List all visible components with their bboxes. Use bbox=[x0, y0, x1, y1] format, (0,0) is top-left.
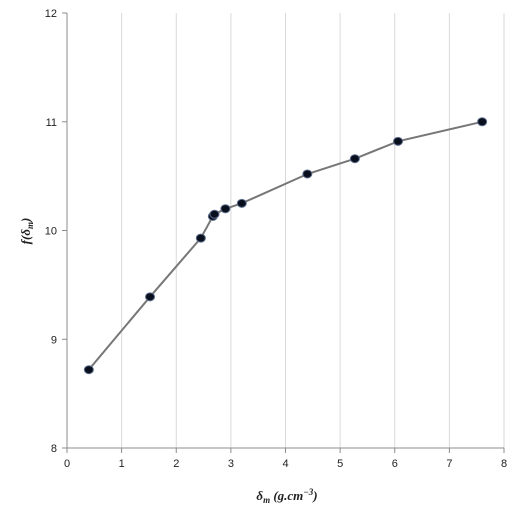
data-point-6 bbox=[236, 198, 247, 208]
x-tick-label-7: 7 bbox=[446, 458, 452, 470]
series-group bbox=[83, 117, 488, 375]
data-point-4 bbox=[209, 209, 220, 219]
axes bbox=[62, 12, 505, 453]
data-point-2 bbox=[195, 233, 206, 243]
x-tick-label-1: 1 bbox=[119, 458, 125, 470]
y-tick-label-10: 10 bbox=[45, 226, 57, 238]
data-point-5 bbox=[220, 204, 231, 214]
grid-lines bbox=[121, 13, 505, 448]
data-point-8 bbox=[349, 154, 360, 164]
x-tick-label-6: 6 bbox=[392, 458, 398, 470]
x-axis-title: δm (g.cm−3) bbox=[256, 487, 317, 505]
y-tick-label-8: 8 bbox=[51, 443, 57, 455]
x-tick-label-2: 2 bbox=[173, 458, 179, 470]
y-tick-label-12: 12 bbox=[45, 8, 57, 20]
data-point-0 bbox=[83, 365, 94, 375]
y-tick-label-11: 11 bbox=[46, 117, 57, 129]
x-tick-label-4: 4 bbox=[282, 458, 288, 470]
data-point-7 bbox=[302, 169, 313, 179]
x-tick-label-3: 3 bbox=[228, 458, 234, 470]
x-tick-label-5: 5 bbox=[337, 458, 343, 470]
x-tick-label-0: 0 bbox=[64, 458, 70, 470]
data-point-10 bbox=[477, 117, 488, 127]
y-tick-label-9: 9 bbox=[51, 334, 57, 346]
x-tick-label-8: 8 bbox=[501, 458, 507, 470]
data-point-9 bbox=[393, 136, 404, 146]
data-point-1 bbox=[145, 292, 156, 302]
y-axis-title: f(δm) bbox=[18, 218, 35, 245]
